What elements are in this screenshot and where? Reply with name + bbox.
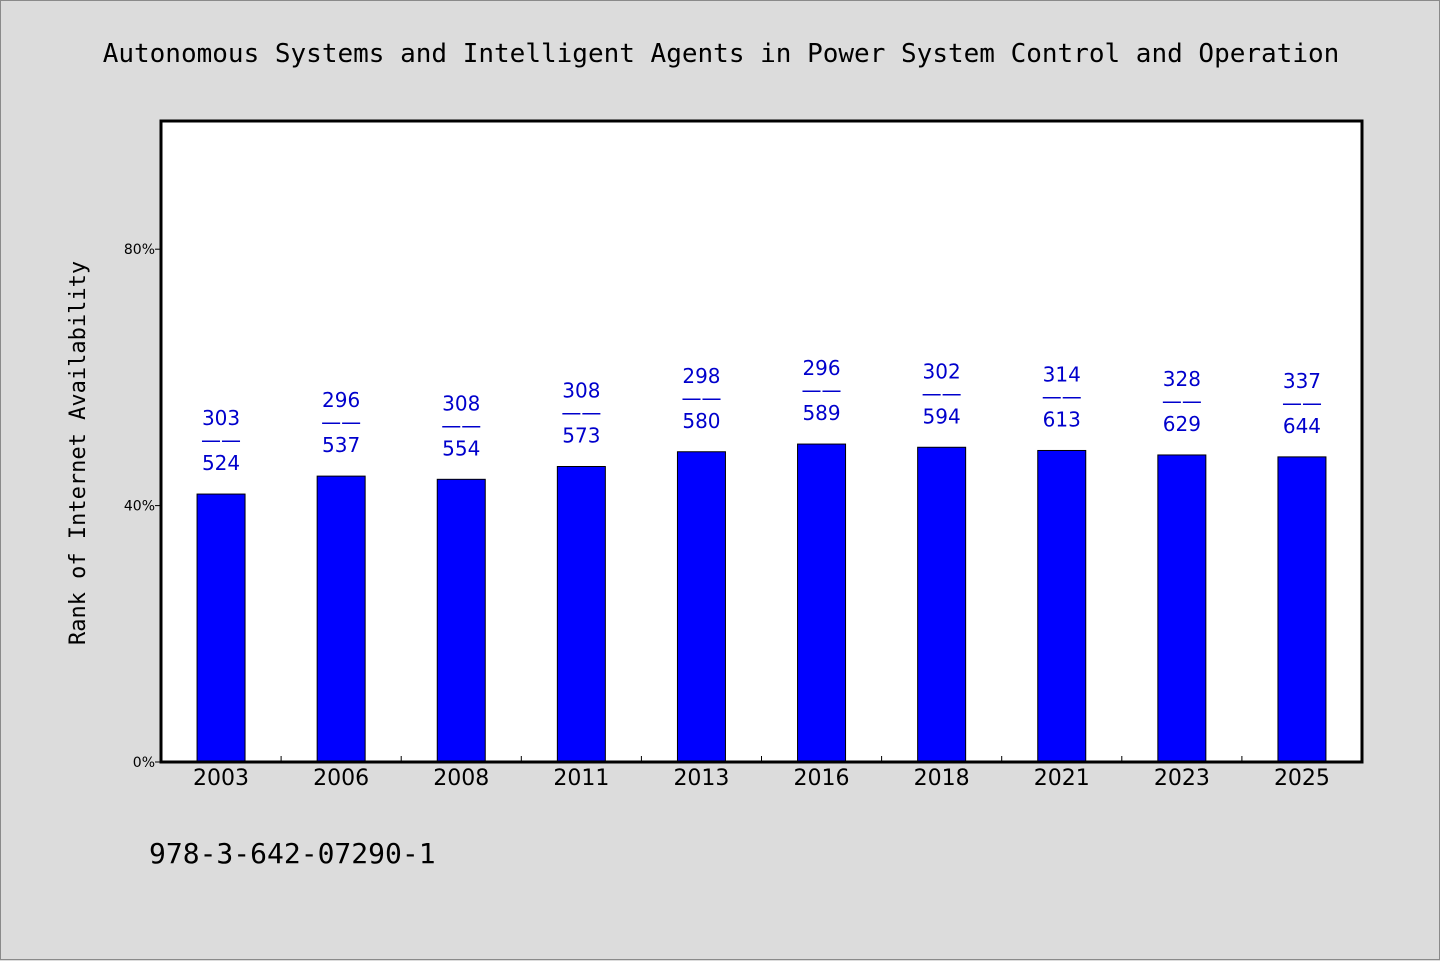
- data-label-top: 302: [923, 359, 961, 383]
- data-label-top: 296: [322, 388, 360, 412]
- bar-2003: [196, 493, 246, 763]
- data-label-top: 308: [442, 391, 480, 415]
- data-label-top: 308: [562, 378, 600, 402]
- plot-border: [159, 119, 1364, 764]
- data-label-bottom: 537: [322, 433, 360, 457]
- x-tick-label: 2021: [1034, 766, 1090, 791]
- data-label-top: 303: [202, 406, 240, 430]
- bar-2008: [436, 478, 486, 763]
- x-tick-label: 2018: [914, 766, 970, 791]
- bars-group: [196, 443, 1327, 763]
- data-label-separator: ——: [802, 378, 842, 402]
- data-label-bottom: 644: [1283, 414, 1321, 438]
- data-label-top: 337: [1283, 369, 1321, 393]
- bar-2013: [676, 451, 726, 763]
- bar-2021: [1037, 449, 1087, 763]
- x-tick-label: 2006: [313, 766, 369, 791]
- y-tick-label: 0%: [133, 755, 155, 771]
- x-tick-label: 2011: [553, 766, 609, 791]
- bar-2006: [316, 475, 366, 763]
- data-label-top: 328: [1163, 367, 1201, 391]
- data-label-separator: ——: [321, 410, 361, 434]
- data-label-bottom: 613: [1043, 407, 1081, 431]
- data-label-bottom: 594: [923, 404, 961, 428]
- data-label-separator: ——: [922, 381, 962, 405]
- data-label-separator: ——: [441, 413, 481, 437]
- data-labels-group: 2003303——5242006296——5372008308——5542011…: [193, 356, 1330, 791]
- y-axis-label: Rank of Internet Availability: [66, 261, 91, 645]
- bar-2011: [556, 465, 606, 763]
- x-tick-label: 2013: [673, 766, 729, 791]
- y-tick-label: 80%: [124, 242, 155, 258]
- x-tick-label: 2023: [1154, 766, 1210, 791]
- bar-2018: [917, 446, 967, 763]
- data-label-bottom: 580: [682, 409, 720, 433]
- data-label-separator: ——: [1282, 391, 1322, 415]
- data-label-top: 296: [802, 356, 840, 380]
- bar-2023: [1157, 454, 1207, 763]
- data-label-top: 314: [1043, 362, 1081, 386]
- bar-2016: [797, 443, 847, 763]
- x-tick-label: 2025: [1274, 766, 1330, 791]
- data-label-bottom: 589: [802, 401, 840, 425]
- data-label-top: 298: [682, 364, 720, 388]
- x-tick-label: 2016: [794, 766, 850, 791]
- data-label-bottom: 573: [562, 423, 600, 447]
- x-tick-label: 2008: [433, 766, 489, 791]
- chart-title: Autonomous Systems and Intelligent Agent…: [103, 39, 1340, 69]
- x-tick-label: 2003: [193, 766, 249, 791]
- bar-2025: [1277, 456, 1327, 763]
- data-label-bottom: 524: [202, 451, 240, 475]
- data-label-separator: ——: [1042, 384, 1082, 408]
- data-label-separator: ——: [681, 386, 721, 410]
- data-label-bottom: 629: [1163, 412, 1201, 436]
- y-tick-label: 40%: [124, 499, 155, 515]
- data-label-bottom: 554: [442, 436, 480, 460]
- isbn-text: 978-3-642-07290-1: [149, 837, 436, 870]
- data-label-separator: ——: [1162, 389, 1202, 413]
- data-label-separator: ——: [201, 428, 241, 452]
- data-label-separator: ——: [561, 400, 601, 424]
